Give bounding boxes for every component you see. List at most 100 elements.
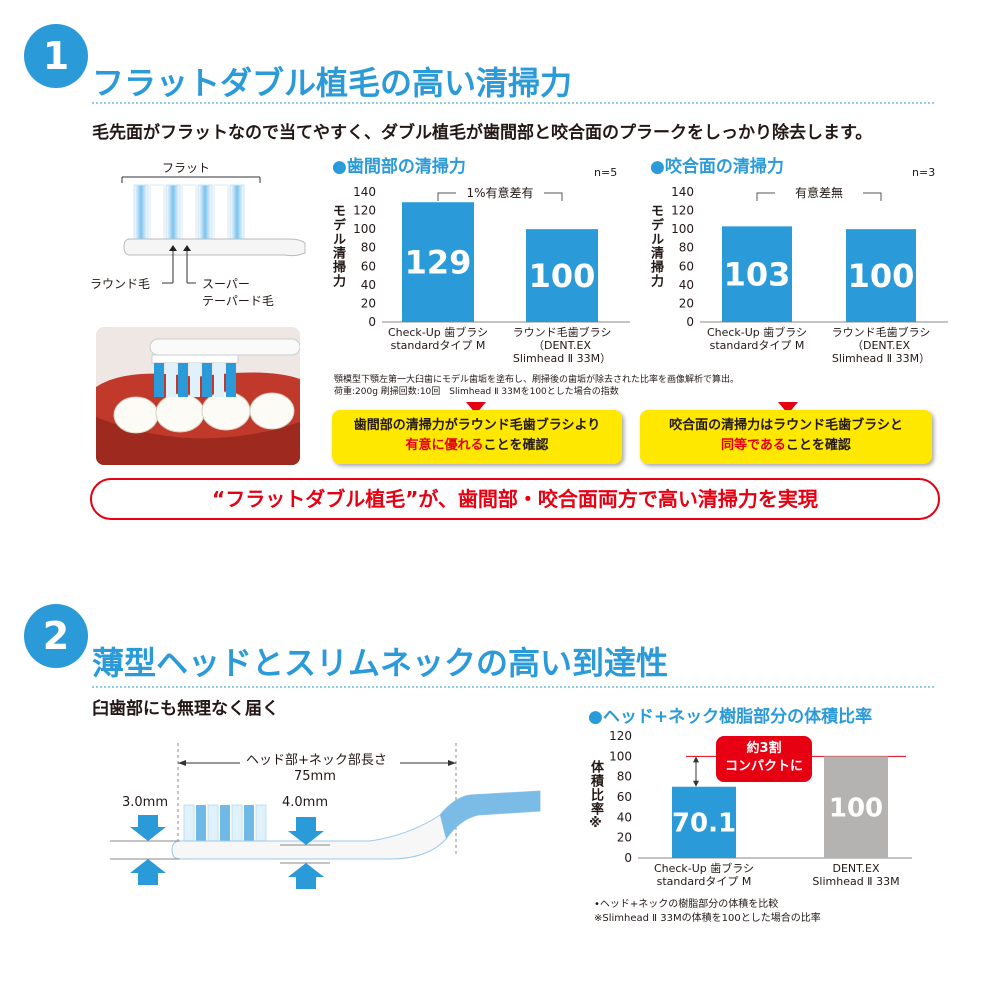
significance-bg xyxy=(456,184,544,200)
callout-interdental-highlight: 有意に優れる xyxy=(405,438,484,453)
significance-bg xyxy=(775,184,863,200)
chart3-title: ●ヘッド+ネック樹脂部分の体積比率 xyxy=(588,707,873,727)
chart2-title: ●咬合面の清掃力 xyxy=(650,157,784,177)
difference-arrow-head-top xyxy=(693,756,699,763)
y-tick-label: 20 xyxy=(361,296,376,310)
y-tick-label: 80 xyxy=(361,241,376,255)
category-label: Slimhead Ⅱ 33M） xyxy=(832,352,930,365)
callout-left-pointer xyxy=(466,402,486,414)
bar xyxy=(846,229,916,322)
callout-occlusal-line2: 同等であることを確認 xyxy=(640,436,932,456)
thickness-right: 4.0mm xyxy=(282,795,329,810)
bar xyxy=(526,229,598,322)
super-tapered-label-1: スーパー xyxy=(202,277,250,291)
y-tick-label: 40 xyxy=(617,810,632,824)
slim-head-drawing xyxy=(110,743,541,889)
chart2-n: n=3 xyxy=(912,166,936,179)
footnote-2: ※Slimhead Ⅱ 33Mの体積を100とした場合の比率 xyxy=(594,913,821,924)
callout-interdental-line2: 有意に優れることを確認 xyxy=(332,436,622,456)
category-label: standardタイプ M xyxy=(391,339,486,352)
section1-banner: “フラットダブル植毛”が、歯間部・咬合面両方で高い清掃力を実現 xyxy=(90,478,940,520)
section1-number: 1 xyxy=(42,34,70,78)
y-tick-label: 120 xyxy=(353,204,376,218)
bar-value-label: 129 xyxy=(405,244,472,282)
y-tick-label: 0 xyxy=(686,315,694,329)
bar-value-label: 103 xyxy=(724,256,791,294)
chart1: 0 20 40 60 80 100 120 140 129 Check-Up 歯ブラシstanda… xyxy=(353,184,630,365)
method-note-1: 顎模型下顎左第一大臼歯にモデル歯垢を塗布し、刷掃後の歯垢が除去された比率を画像解… xyxy=(334,375,740,385)
bar xyxy=(722,226,792,322)
callout-occlusal-line1: 咬合面の清掃力はラウンド毛歯ブラシと xyxy=(669,418,903,433)
y-tick-label: 0 xyxy=(624,851,632,865)
section1-title: フラットダブル植毛の高い清掃力 xyxy=(92,64,573,102)
chart1-title: ●歯間部の清掃力 xyxy=(332,157,466,177)
category-label: ラウンド毛歯ブラシ xyxy=(832,325,931,339)
category-label: Slimhead Ⅱ 33M） xyxy=(513,352,611,365)
callout-interdental-tail: ことを確認 xyxy=(483,438,549,453)
category-label: standardタイプ M xyxy=(657,875,752,888)
flat-label: フラット xyxy=(162,161,211,175)
callout-right-pointer xyxy=(778,402,798,414)
y-tick-label: 120 xyxy=(671,204,694,218)
callout-interdental: 歯間部の清掃力がラウンド毛歯ブラシより 有意に優れることを確認 xyxy=(332,410,622,464)
teeth-photo-drawing xyxy=(96,327,300,465)
section1-lead: 毛先面がフラットなので当てやすく、ダブル植毛が歯間部と咬合面のプラークをしっかり… xyxy=(92,123,873,143)
y-tick-label: 20 xyxy=(679,296,694,310)
chart2-ylabel: モデル清掃力 xyxy=(648,204,663,288)
y-tick-label: 80 xyxy=(617,770,632,784)
section2-number: 2 xyxy=(42,614,70,658)
y-tick-label: 140 xyxy=(671,185,694,199)
section2-divider xyxy=(92,686,934,688)
y-tick-label: 120 xyxy=(610,729,632,743)
difference-arrow-head-bottom xyxy=(693,780,699,787)
chart3: 0 20 40 60 80 100 120 70.1 Check-Up 歯ブラシstandard… xyxy=(610,729,912,888)
chart2: 0 20 40 60 80 100 120 140 103 Check-Up 歯ブラシstanda… xyxy=(671,184,948,365)
category-label: Check-Up 歯ブラシ xyxy=(654,861,754,875)
section2-lead: 臼歯部にも無理なく届く xyxy=(92,699,279,719)
category-label: Check-Up 歯ブラシ xyxy=(707,325,807,339)
brush-head-drawing xyxy=(121,176,306,284)
slim-head-illustration: ヘッド部+ネック部長さ 75mm 3.0mm 4.0mm xyxy=(110,735,550,895)
significance-label: 1%有意差有 xyxy=(466,185,533,200)
compact-badge-line2: コンパクトに xyxy=(724,759,803,774)
super-tapered-label-2: テーパード毛 xyxy=(202,294,274,308)
y-tick-label: 140 xyxy=(353,185,376,199)
section1-divider xyxy=(92,102,934,104)
compact-badge-line1: 約3割 xyxy=(746,741,782,756)
y-tick-label: 20 xyxy=(617,831,632,845)
significance-label: 有意差無 xyxy=(795,185,843,200)
y-tick-label: 60 xyxy=(361,259,376,273)
bar-value-label: 70.1 xyxy=(672,809,736,839)
chart1-ylabel: モデル清掃力 xyxy=(330,204,345,288)
bar xyxy=(672,786,736,858)
brush-illustration: フラット ラウンド毛 スーパー テーパード毛 xyxy=(90,155,310,315)
bar xyxy=(824,756,888,858)
category-label: DENT.EX xyxy=(832,862,880,875)
section2-number-badge: 2 xyxy=(24,604,88,668)
bar-value-label: 100 xyxy=(848,257,915,295)
category-label: （DENT.EX xyxy=(852,339,911,352)
y-tick-label: 100 xyxy=(671,222,694,236)
category-label: ラウンド毛歯ブラシ xyxy=(513,325,612,339)
bar-value-label: 100 xyxy=(829,794,883,824)
footnote-1: •ヘッド+ネックの樹脂部分の体積を比較 xyxy=(594,899,779,910)
callout-occlusal-highlight: 同等である xyxy=(721,438,786,453)
y-tick-label: 80 xyxy=(679,241,694,255)
chart3-ylabel: 体積比率※ xyxy=(588,760,603,832)
teeth-photo xyxy=(96,327,300,465)
y-tick-label: 100 xyxy=(610,749,632,763)
bar-value-label: 100 xyxy=(529,257,596,295)
y-tick-label: 60 xyxy=(679,259,694,273)
chart1-n: n=5 xyxy=(594,166,618,179)
section1-number-badge: 1 xyxy=(24,24,88,88)
thickness-left: 3.0mm xyxy=(122,795,169,810)
y-tick-label: 40 xyxy=(679,278,694,292)
y-tick-label: 40 xyxy=(361,278,376,292)
section2-title: 薄型ヘッドとスリムネックの高い到達性 xyxy=(92,644,669,682)
category-label: Slimhead Ⅱ 33M xyxy=(812,875,899,888)
length-value: 75mm xyxy=(294,769,336,784)
round-bristle-label: ラウンド毛 xyxy=(90,277,151,291)
y-tick-label: 100 xyxy=(353,222,376,236)
y-tick-label: 0 xyxy=(368,315,376,329)
category-label: （DENT.EX xyxy=(533,339,592,352)
